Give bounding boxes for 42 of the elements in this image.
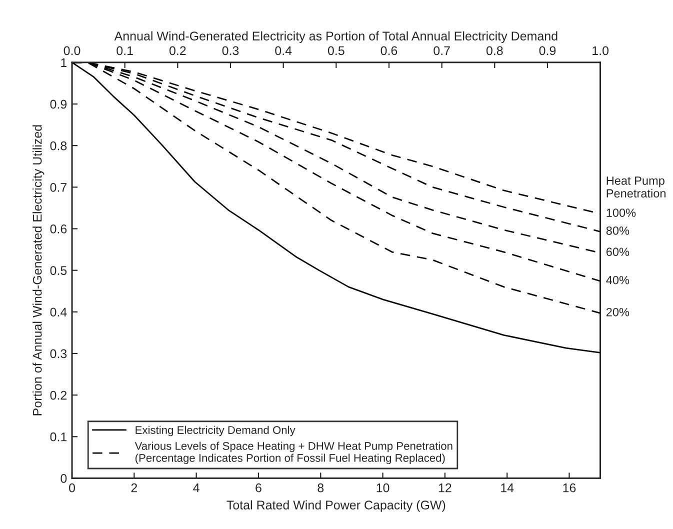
x2-tick-label: 0.7	[434, 46, 450, 56]
annotation: Various Levels of Space Heating + DHW Heat Pump Penetration (Percentage Indicates Portion of Fossil Fuel Heating Replaced)	[134, 442, 452, 464]
x2-tick-label: 1.0	[592, 46, 609, 56]
x2-tick-label: 0.4	[275, 46, 292, 56]
x2-tick-label: 0.8	[486, 46, 503, 56]
x-tick-label: 2	[131, 483, 138, 492]
x-tick-label: 10	[376, 483, 390, 492]
series-label: 20%	[606, 308, 630, 316]
series-label: 80%	[606, 226, 630, 235]
y-tick-label: 0.5	[50, 266, 67, 275]
x-tick-label: 12	[438, 483, 452, 492]
x-tick-label: 8	[318, 483, 324, 492]
y-tick-label: 0.3	[50, 349, 67, 358]
y-axis-title: Portion of Annual Wind-Generated Electricity Utilized	[32, 125, 44, 416]
x2-tick-label: 0.3	[222, 46, 239, 56]
x2-tick-label: 0.9	[539, 46, 556, 56]
series-label: 60%	[606, 248, 630, 256]
y-tick-label: 0.9	[50, 100, 67, 109]
x2-tick-label: 0.5	[328, 46, 344, 56]
y-tick-label: 0.1	[50, 432, 67, 442]
x-tick-label: 0	[69, 483, 75, 492]
y-tick-label: 1	[61, 58, 67, 67]
legend-title: Heat Pump Penetration	[606, 176, 666, 198]
x-tick-label: 16	[563, 483, 576, 492]
y-tick-label: 0.2	[50, 390, 67, 400]
x2-tick-label: 0.2	[169, 46, 186, 56]
legend-label: Existing Electricity Demand Only	[136, 426, 296, 436]
y-tick-label: 0.7	[50, 182, 67, 192]
x2-tick-label: 0.1	[116, 46, 133, 56]
x-tick-label: 14	[501, 484, 514, 492]
x-tick-label: 6	[256, 483, 262, 492]
x2-tick-label: 0.6	[380, 46, 398, 56]
series-label: 100%	[606, 208, 636, 217]
y-tick-label: 0.4	[50, 308, 67, 317]
y-tick-label: 0	[60, 474, 67, 483]
series-label: 40%	[606, 276, 630, 284]
x2-axis-title: Annual Wind-Generated Electricity as Portion of Total Annual Electricity Demand	[114, 31, 558, 43]
x2-tick-label: 0.0	[64, 46, 80, 56]
x-tick-label: 4	[193, 484, 200, 492]
y-tick-label: 0.6	[50, 224, 67, 234]
y-tick-label: 0.8	[50, 141, 67, 150]
x-axis-title: Total Rated Wind Power Capacity (GW)	[226, 500, 446, 512]
